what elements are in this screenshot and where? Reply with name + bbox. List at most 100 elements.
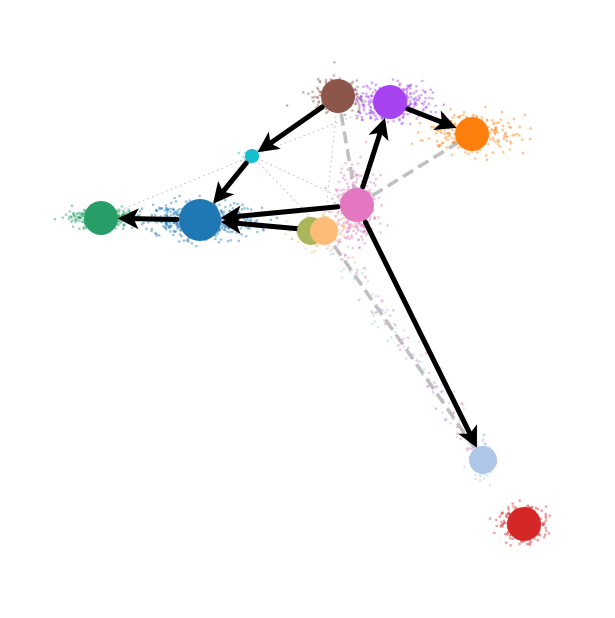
cell-point-pink xyxy=(352,229,355,233)
cell-point-blue xyxy=(219,238,223,241)
cell-point-green xyxy=(77,216,81,220)
cell-point-purple xyxy=(401,87,405,91)
cell-point-orange xyxy=(444,137,447,140)
cell-point-purple xyxy=(360,118,364,122)
cell-point-green xyxy=(70,204,74,207)
cell-point-blue xyxy=(165,213,168,217)
cell-point-blue xyxy=(243,207,246,210)
cell-point-bridge xyxy=(373,320,377,323)
cell-point-blue xyxy=(229,239,233,242)
cell-point-lightblue xyxy=(482,477,486,480)
cell-point-pink xyxy=(373,217,376,220)
cell-point-blue xyxy=(166,211,169,214)
cell-point-pink xyxy=(371,173,375,177)
cell-point-pink xyxy=(350,236,354,239)
cell-point-orange xyxy=(441,141,445,144)
cell-point-purple xyxy=(362,85,365,88)
cell-point-green xyxy=(81,215,84,218)
cell-point-blue xyxy=(142,221,145,224)
cell-point-red xyxy=(542,523,545,527)
cell-point-brown xyxy=(359,95,363,99)
cell-point-peach xyxy=(304,247,308,250)
cell-point-orange xyxy=(523,113,526,117)
cell-point-bridge xyxy=(462,407,466,410)
cell-point-pink xyxy=(368,188,372,192)
cell-point-pink xyxy=(349,225,353,228)
cell-point-orange xyxy=(440,141,444,145)
cell-point-brown xyxy=(318,80,322,84)
cell-point-blue xyxy=(222,224,225,227)
cell-point-pink xyxy=(357,238,360,241)
cell-point-blue xyxy=(235,227,238,231)
cell-point-red xyxy=(499,525,503,528)
cell-point-brown xyxy=(318,90,322,93)
cell-point-bridge xyxy=(362,266,366,270)
cell-point-blue xyxy=(255,219,259,222)
cell-point-orange xyxy=(489,137,492,141)
cell-point-blue xyxy=(165,228,168,231)
cell-point-purple xyxy=(419,93,423,97)
cell-point-orange xyxy=(491,119,494,122)
cell-point-peach xyxy=(342,222,346,226)
cell-point-orange xyxy=(521,151,525,155)
cell-point-red xyxy=(527,542,531,545)
cell-point-purple xyxy=(409,92,412,95)
cell-point-blue xyxy=(172,233,175,237)
cell-point-red xyxy=(548,514,551,517)
cell-point-blue xyxy=(175,223,179,226)
cell-point-brown xyxy=(358,105,361,109)
cell-point-brown xyxy=(332,74,336,77)
cell-point-pink xyxy=(362,229,366,232)
cell-point-purple xyxy=(442,103,446,107)
cell-point-purple xyxy=(434,104,437,108)
cell-point-orange xyxy=(512,133,516,136)
cell-point-blue xyxy=(167,225,171,229)
cell-point-orange xyxy=(430,125,433,129)
cell-point-orange xyxy=(491,151,495,154)
cell-point-orange xyxy=(450,136,454,140)
cell-point-purple xyxy=(356,101,360,104)
cell-point-orange xyxy=(491,128,494,132)
cell-point-blue xyxy=(178,233,182,236)
cell-point-pink xyxy=(348,227,351,230)
cell-point-blue xyxy=(169,201,173,205)
cell-point-red xyxy=(500,520,503,524)
cell-point-orange xyxy=(453,122,456,125)
arrow-pink-to-purple xyxy=(360,117,389,190)
cell-point-purple xyxy=(409,92,412,96)
cell-point-purple xyxy=(373,88,377,92)
cell-point-blue xyxy=(156,209,159,212)
cell-point-brown xyxy=(316,77,320,81)
cell-point-peach xyxy=(353,226,357,230)
cell-point-brown xyxy=(317,88,320,91)
cell-point-pink xyxy=(365,231,369,235)
cell-point-bridge xyxy=(452,411,455,415)
cell-point-blue xyxy=(226,230,229,233)
cell-point-brown xyxy=(355,116,359,120)
cell-point-blue xyxy=(167,226,171,230)
cell-point-peach xyxy=(334,215,337,218)
cell-point-blue xyxy=(171,207,174,211)
cell-point-pink xyxy=(330,197,334,200)
cell-point-orange xyxy=(503,134,506,138)
cell-point-orange xyxy=(496,138,500,142)
cell-point-brown xyxy=(325,111,328,115)
cell-point-lightblue xyxy=(485,474,489,477)
cell-point-lightblue xyxy=(478,479,482,482)
cell-point-bridge xyxy=(386,308,389,312)
cell-point-blue xyxy=(229,210,232,213)
cell-point-orange xyxy=(447,134,451,138)
cell-point-blue xyxy=(172,229,176,233)
cell-point-pink xyxy=(344,178,347,181)
cell-point-red xyxy=(526,542,529,546)
cell-point-bridge xyxy=(435,385,439,389)
cell-point-orange xyxy=(488,131,492,135)
cell-point-blue xyxy=(167,224,170,227)
cell-point-orange xyxy=(445,146,448,149)
cell-point-bridge xyxy=(383,322,387,326)
cell-point-blue xyxy=(169,230,172,233)
arrow-blue-to-green xyxy=(117,208,180,230)
cell-point-bridge xyxy=(405,357,408,360)
cell-point-purple xyxy=(359,94,363,98)
cell-point-pink xyxy=(352,169,356,173)
